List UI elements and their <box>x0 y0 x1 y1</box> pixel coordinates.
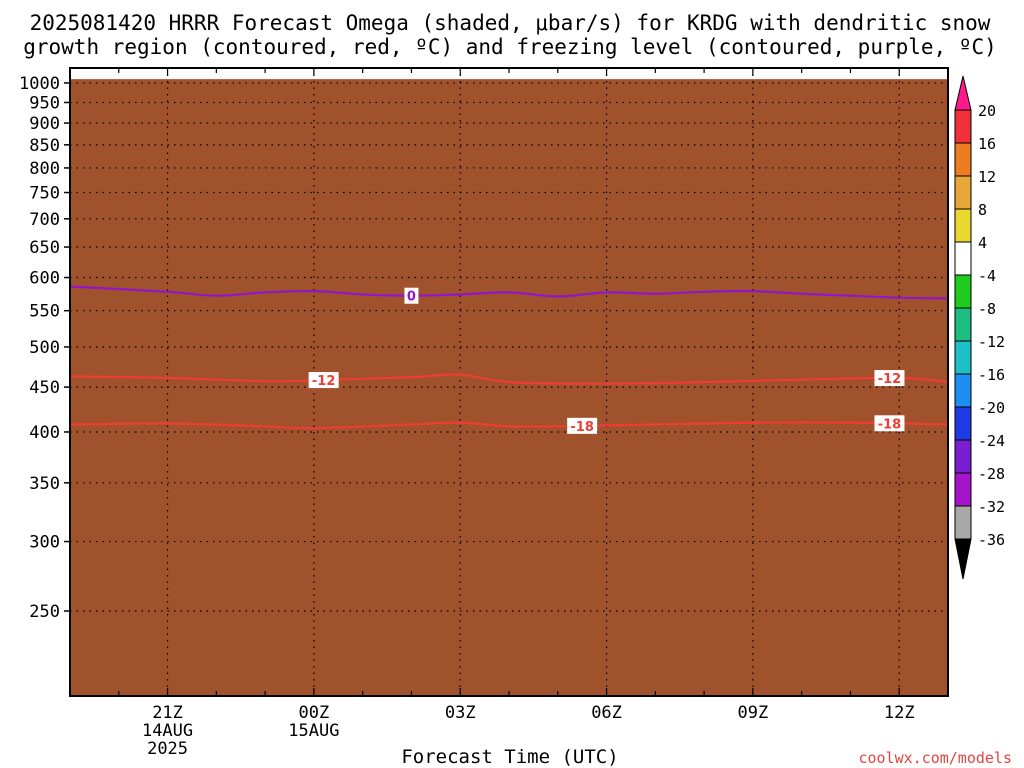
y-tick-label-1000: 1000 <box>19 74 60 94</box>
colorbar-bottom-arrow <box>954 538 972 580</box>
contour-label-bg <box>567 417 598 434</box>
y-tick-label-500: 500 <box>29 338 60 358</box>
y-tick-label-900: 900 <box>29 114 60 134</box>
y-tick-label-650: 650 <box>29 238 60 258</box>
colorbar-bin-12 <box>954 472 972 507</box>
contour-label-bg <box>874 415 905 432</box>
contour-label--12: -12 <box>878 372 902 387</box>
colorbar-bin-9 <box>954 373 972 408</box>
x-tick-label-09Z: 09Z <box>738 703 769 723</box>
contour-line--18 <box>70 421 948 430</box>
chart-title-line-2: growth region (contoured, red, ºC) and f… <box>23 35 997 59</box>
colorbar-label: -8 <box>978 300 996 318</box>
y-tick-label-350: 350 <box>29 474 60 494</box>
contour-label-0: 0 <box>407 290 416 305</box>
contour-line--12 <box>70 373 948 385</box>
ground-band <box>70 79 948 697</box>
chart-title-line-1: 2025081420 HRRR Forecast Omega (shaded, … <box>30 11 991 35</box>
contour-label--18: -18 <box>878 417 902 432</box>
colorbar-label: 12 <box>978 168 996 186</box>
colorbar-label: 4 <box>978 234 987 252</box>
y-axis: 2503003504004505005506006507007508008509… <box>19 74 70 622</box>
colorbar-bin-4 <box>954 208 972 243</box>
y-tick-label-550: 550 <box>29 302 60 322</box>
plot-area: -18 -18 -12 -12 0 <box>69 67 949 697</box>
x-tick-label-00Z: 00Z <box>299 703 330 723</box>
colorbar-bin-5 <box>954 241 972 276</box>
x-tick-sublabel-date: 15AUG <box>288 721 339 741</box>
y-tick-label-300: 300 <box>29 533 60 553</box>
colorbar-label: -24 <box>978 432 1005 450</box>
y-tick-label-400: 400 <box>29 423 60 443</box>
colorbar: 20 16 12 8 4 -4 -8 -12 -16 -20 -24 -28 -32 -36 <box>954 75 1005 580</box>
x-tick-label-21Z: 21Z <box>152 703 183 723</box>
colorbar-label: 8 <box>978 201 987 219</box>
y-tick-label-450: 450 <box>29 378 60 398</box>
y-tick-label-700: 700 <box>29 210 60 230</box>
x-tick-label-03Z: 03Z <box>445 703 476 723</box>
colorbar-bin-1 <box>954 109 972 144</box>
colorbar-label: -12 <box>978 333 1005 351</box>
colorbar-bin-3 <box>954 175 972 210</box>
x-tick-label-12Z: 12Z <box>884 703 915 723</box>
y-tick-label-850: 850 <box>29 136 60 156</box>
colorbar-top-arrow <box>954 75 972 111</box>
contour-label--12: -12 <box>312 374 336 389</box>
contour-line-0 <box>70 285 948 300</box>
y-tick-label-950: 950 <box>29 93 60 113</box>
colorbar-bin-8 <box>954 340 972 375</box>
colorbar-label: 16 <box>978 135 996 153</box>
x-axis-title: Forecast Time (UTC) <box>401 746 618 768</box>
colorbar-bin-13 <box>954 505 972 540</box>
y-tick-label-750: 750 <box>29 184 60 204</box>
y-tick-label-250: 250 <box>29 602 60 622</box>
contour-label-bg <box>404 287 419 304</box>
colorbar-label: -32 <box>978 498 1005 516</box>
contour-label-bg <box>308 372 339 389</box>
temperature-contours: -18 -18 -12 -12 0 <box>70 285 948 435</box>
x-tick-label-06Z: 06Z <box>591 703 622 723</box>
contour-label--18: -18 <box>570 420 594 435</box>
colorbar-bin-2 <box>954 142 972 177</box>
colorbar-label: -4 <box>978 267 996 285</box>
colorbar-label: 20 <box>978 102 996 120</box>
y-tick-label-600: 600 <box>29 269 60 289</box>
colorbar-bin-7 <box>954 307 972 342</box>
contour-label-bg <box>874 370 905 387</box>
credit-text[interactable]: coolwx.com/models <box>858 749 1012 767</box>
colorbar-bin-6 <box>954 274 972 309</box>
colorbar-label: -28 <box>978 465 1005 483</box>
colorbar-label: -36 <box>978 531 1005 549</box>
x-tick-sublabel-date: 14AUG <box>142 721 193 741</box>
colorbar-label: -16 <box>978 366 1005 384</box>
colorbar-label: -20 <box>978 399 1005 417</box>
colorbar-bin-11 <box>954 439 972 474</box>
ground-surface <box>70 79 948 697</box>
x-tick-sublabel-year: 2025 <box>147 739 188 759</box>
colorbar-bin-10 <box>954 406 972 441</box>
grid-lines <box>70 68 948 696</box>
y-tick-label-800: 800 <box>29 159 60 179</box>
